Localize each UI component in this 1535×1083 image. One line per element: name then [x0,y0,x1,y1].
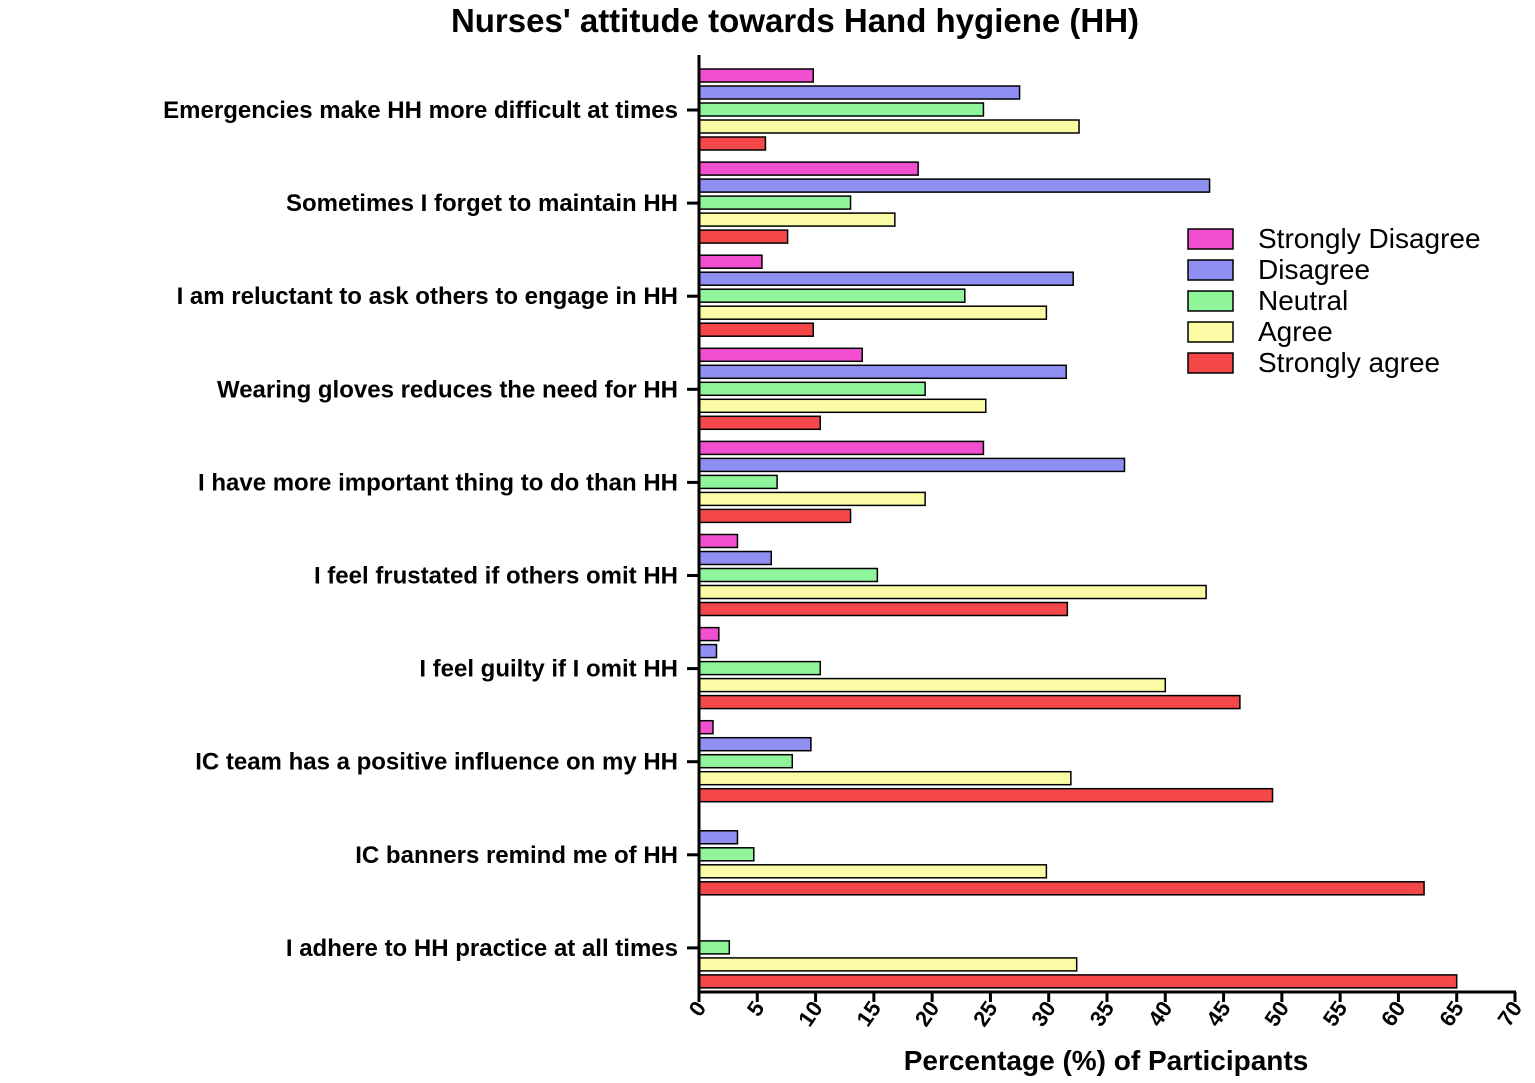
category-label: I feel guilty if I omit HH [419,656,678,683]
category-label: I adhere to HH practice at all times [286,935,678,962]
bar [698,957,1078,972]
bar [698,940,731,955]
category-label: I am reluctant to ask others to engage i… [177,283,678,310]
bar [698,677,1167,693]
x-tick-label: 5 [742,997,770,1021]
bar [698,381,926,397]
legend-label: Strongly agree [1258,347,1440,378]
category-label: I have more important thing to do than H… [198,469,678,496]
x-tick-label: 70 [1493,997,1528,1031]
legend-swatch [1187,321,1234,343]
bar [698,753,794,769]
bar [698,864,1048,879]
bar [698,254,763,269]
bar [698,415,821,431]
bar [698,491,926,507]
x-axis: 0 5 10 15 20 25 30 35 40 45 50 55 60 65 70 [684,990,1528,1031]
category-label: Sometimes I forget to maintain HH [286,190,678,217]
category-label: IC banners remind me of HH [355,842,678,869]
x-tick-label: 50 [1259,997,1294,1031]
x-tick-label: 10 [793,997,828,1031]
bar [698,787,1274,803]
bar [698,347,863,363]
x-tick-label: 45 [1201,997,1236,1031]
category-label: IC team has a positive influence on my H… [195,749,678,776]
legend-label: Strongly Disagree [1258,223,1481,254]
bar [698,364,1067,380]
bar [698,288,966,303]
legend-swatch [1187,352,1234,374]
bar [698,322,814,337]
bar [698,474,778,490]
legend-label: Disagree [1258,254,1370,285]
bars-layer [698,68,1458,989]
bar [698,68,814,83]
chart-title: Nurses' attitude towards Hand hygiene (H… [451,2,1139,39]
x-tick-label: 60 [1376,997,1411,1031]
bar [698,881,1425,896]
bar [698,440,985,456]
x-tick-label: 20 [910,997,945,1031]
bar [698,626,720,642]
category-label: I feel frustated if others omit HH [314,563,678,590]
x-axis-label: Percentage (%) of Participants [904,1045,1309,1076]
x-tick-label: 40 [1143,997,1178,1031]
bar [698,550,773,566]
bar [698,85,1021,100]
x-tick-label: 15 [851,997,886,1031]
bar [698,660,821,676]
legend-swatch [1187,290,1234,312]
category-label: Wearing gloves reduces the need for HH [217,376,678,403]
x-tick-label: 30 [1026,997,1061,1031]
bar [698,508,852,524]
legend: Strongly DisagreeDisagreeNeutralAgreeStr… [1187,223,1481,378]
bar [698,457,1126,473]
bar [698,847,755,862]
bar [698,533,739,549]
bar [698,601,1069,617]
bar [698,119,1080,134]
bar [698,719,714,735]
x-tick-label: 55 [1318,997,1353,1031]
bar [698,212,896,227]
bar [698,643,718,659]
x-tick-label: 25 [968,997,1003,1031]
legend-swatch [1187,259,1234,281]
bar [698,584,1207,600]
category-label: Emergencies make HH more difficult at ti… [163,97,678,124]
x-tick-label: 65 [1434,997,1469,1031]
x-tick-label: 35 [1085,997,1120,1031]
bar [698,974,1458,989]
bar [698,229,789,244]
bar [698,178,1211,193]
legend-swatch [1187,228,1234,250]
bar [698,830,739,845]
bar [698,161,919,176]
bar [698,102,985,117]
bar [698,694,1241,710]
legend-label: Neutral [1258,285,1348,316]
bar [698,271,1074,286]
bar [698,770,1072,786]
legend-label: Agree [1258,316,1333,347]
y-axis: Emergencies make HH more difficult at ti… [163,55,701,992]
bar [698,195,852,210]
x-tick-label: 0 [684,997,712,1021]
bar [698,567,879,583]
bar [698,136,767,151]
bar [698,305,1048,320]
bar [698,398,987,414]
bar [698,736,812,752]
